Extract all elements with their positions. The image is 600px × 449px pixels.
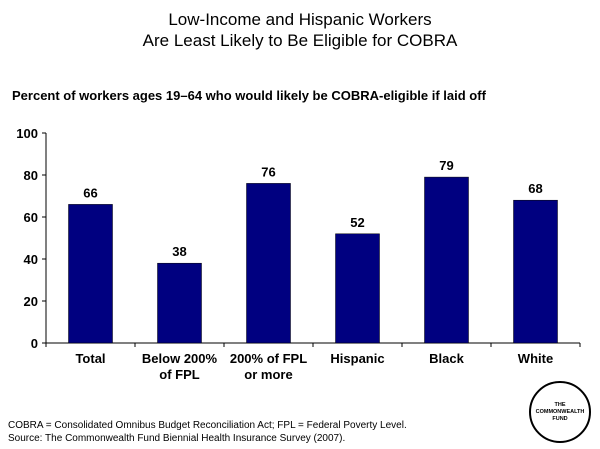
footnote-abbreviations: COBRA = Consolidated Omnibus Budget Reco… <box>8 420 407 431</box>
bar <box>68 204 113 344</box>
x-category-label: Below 200% <box>142 351 218 366</box>
bar-value-label: 76 <box>261 164 275 179</box>
x-category-label: of FPL <box>159 367 199 382</box>
y-tick-label: 40 <box>24 252 38 267</box>
x-category-label: Black <box>429 351 464 366</box>
y-tick-label: 60 <box>24 210 38 225</box>
logo-line-1: THE <box>554 401 566 408</box>
footnote: COBRA = Consolidated Omnibus Budget Reco… <box>8 419 407 445</box>
logo-line-2: COMMONWEALTH <box>535 408 585 415</box>
bar-value-label: 66 <box>83 185 97 200</box>
bar <box>157 262 202 344</box>
chart-subtitle: Percent of workers ages 19–64 who would … <box>12 88 486 103</box>
y-tick-label: 0 <box>31 336 38 351</box>
y-tick-label: 80 <box>24 168 38 183</box>
bar-value-label: 38 <box>172 244 186 259</box>
y-tick-label: 20 <box>24 294 38 309</box>
x-category-label: Hispanic <box>330 351 384 366</box>
footnote-source: Source: The Commonwealth Fund Biennial H… <box>8 433 346 444</box>
bar <box>335 233 380 344</box>
bar-value-label: 52 <box>350 215 364 230</box>
x-category-label: Total <box>75 351 105 366</box>
commonwealth-fund-logo: THE COMMONWEALTH FUND <box>529 381 591 443</box>
x-category-label: White <box>518 351 553 366</box>
x-category-label: 200% of FPL <box>230 351 307 366</box>
logo-line-3: FUND <box>552 415 568 422</box>
bar <box>246 183 291 344</box>
y-tick-label: 100 <box>16 126 38 141</box>
bar-value-label: 79 <box>439 158 453 173</box>
bar <box>424 176 469 344</box>
x-category-label: or more <box>244 367 292 382</box>
title-line-1: Low-Income and Hispanic Workers <box>168 10 432 29</box>
chart-title: Low-Income and Hispanic Workers Are Leas… <box>0 9 600 51</box>
bar <box>513 199 558 344</box>
bar-value-label: 68 <box>528 181 542 196</box>
title-line-2: Are Least Likely to Be Eligible for COBR… <box>142 31 458 50</box>
